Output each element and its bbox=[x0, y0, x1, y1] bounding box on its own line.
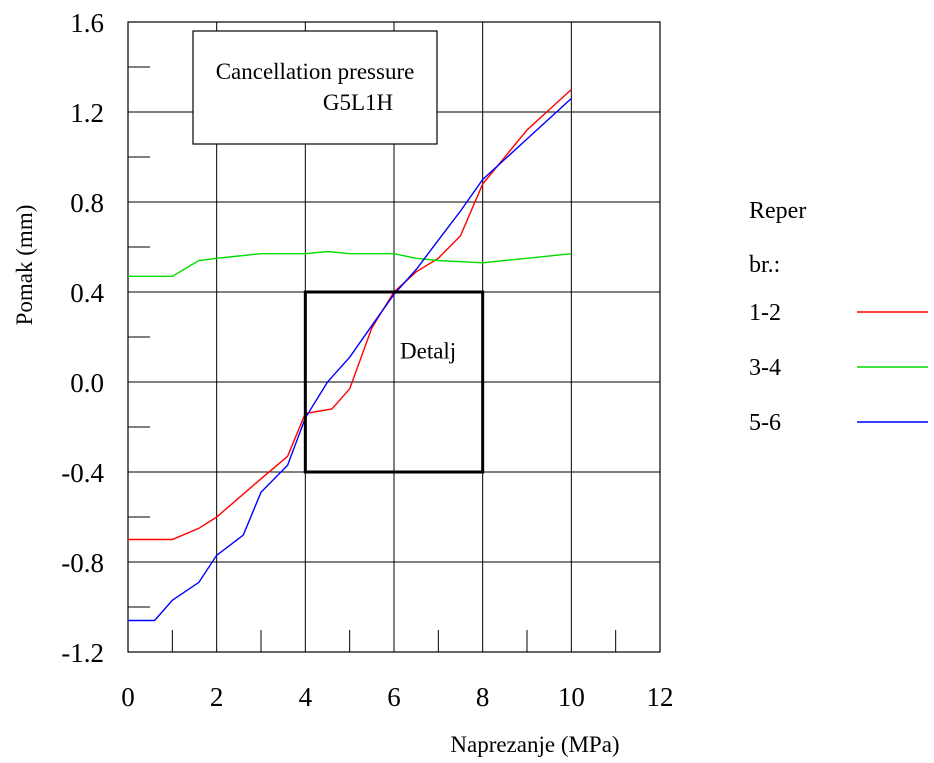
legend-label-1-2: 1-2 bbox=[749, 300, 781, 326]
y-tick-label: 0.4 bbox=[70, 278, 104, 308]
x-tick-label: 6 bbox=[387, 682, 401, 712]
x-tick-label: 10 bbox=[558, 682, 585, 712]
minor-ticks bbox=[128, 66, 617, 652]
legend-entries: 1-2 3-4 5-6 bbox=[749, 300, 928, 436]
y-tick-label: 0.8 bbox=[70, 188, 104, 218]
legend-label-3-4: 3-4 bbox=[749, 355, 781, 381]
detail-annotation: Detalj bbox=[303, 290, 485, 474]
annotation-box bbox=[192, 30, 438, 145]
x-tick-label: 12 bbox=[647, 682, 674, 712]
y-tick-label: -0.4 bbox=[61, 458, 104, 488]
plot-frame bbox=[127, 21, 661, 653]
legend-title-line-2: br.: bbox=[749, 252, 780, 278]
series-lines bbox=[128, 88, 572, 622]
y-tick-label: 1.6 bbox=[70, 8, 104, 38]
y-tick-label: -1.2 bbox=[61, 638, 104, 668]
y-axis-title: Pomak (mm) bbox=[12, 205, 37, 326]
title-annotation: Cancellation pressure G5L1H bbox=[192, 30, 438, 145]
y-tick-label: 1.2 bbox=[70, 98, 104, 128]
series-line-1-2 bbox=[128, 88, 572, 541]
x-axis-title: Naprezanje (MPa) bbox=[450, 732, 619, 757]
legend: Reper br.: 1-2 3-4 5-6 bbox=[749, 198, 928, 436]
x-tick-label: 2 bbox=[210, 682, 224, 712]
y-tick-label: -0.8 bbox=[61, 548, 104, 578]
detail-box bbox=[303, 290, 485, 474]
detail-label: Detalj bbox=[400, 339, 456, 364]
x-tick-label: 4 bbox=[299, 682, 313, 712]
x-tick-label: 8 bbox=[476, 682, 490, 712]
series-line-5-6 bbox=[128, 97, 572, 622]
annotation-line-2: G5L1H bbox=[323, 90, 393, 115]
y-tick-labels: -1.2 -0.8 -0.4 0.0 0.4 0.8 1.2 1.6 bbox=[61, 8, 104, 668]
x-tick-label: 0 bbox=[121, 682, 135, 712]
annotation-line-1: Cancellation pressure bbox=[216, 59, 415, 84]
y-tick-label: 0.0 bbox=[70, 368, 104, 398]
x-tick-labels: 0 2 4 6 8 10 12 bbox=[121, 682, 673, 712]
legend-label-5-6: 5-6 bbox=[749, 410, 781, 436]
legend-title-line-1: Reper bbox=[749, 198, 806, 224]
series-line-3-4 bbox=[128, 250, 572, 277]
